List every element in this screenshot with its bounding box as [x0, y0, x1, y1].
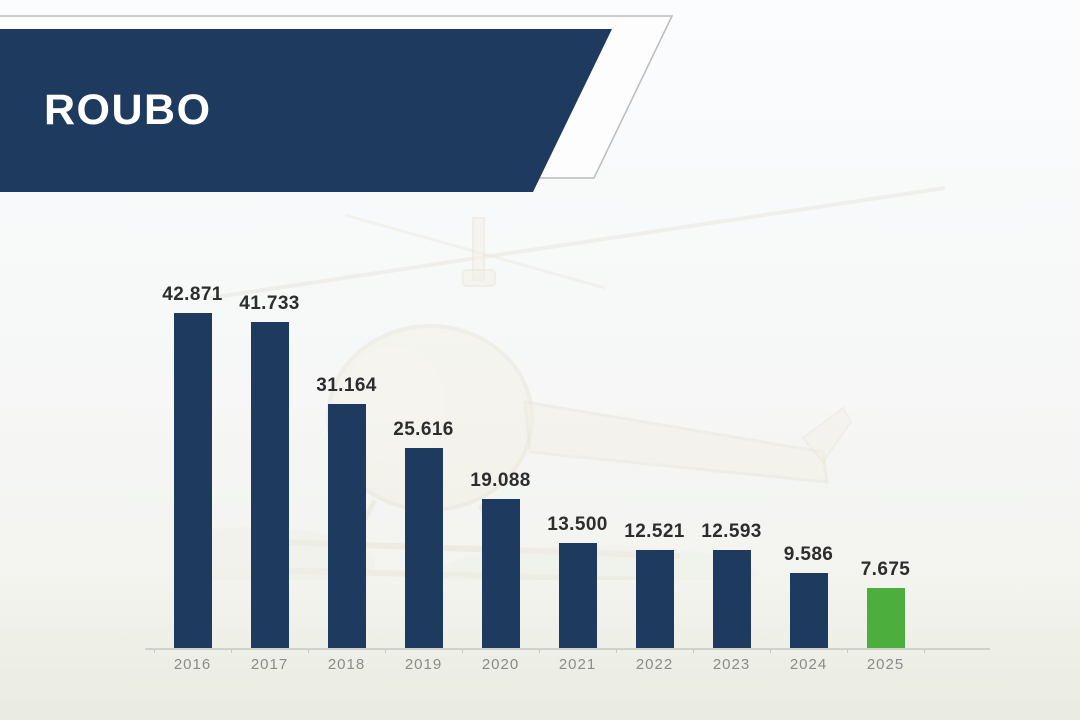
x-axis-label: 2020: [481, 656, 520, 673]
x-axis-label: 2024: [789, 656, 828, 673]
chart-bar-group: 19.088 2020: [462, 470, 539, 673]
bar-value-label: 7.675: [860, 559, 911, 580]
chart-bar-group: 41.733 2017: [231, 293, 308, 673]
chart-bar-group: 31.164 2018: [308, 375, 385, 673]
chart-bar: [481, 499, 520, 648]
bar-value-label: 41.733: [239, 293, 300, 314]
x-axis-tick: [693, 649, 694, 653]
chart-bar-group: 13.500 2021: [539, 514, 616, 673]
chart-bar: [558, 543, 597, 648]
chart-bar-group: 7.675 2025: [847, 559, 924, 673]
x-axis-tick: [462, 649, 463, 653]
chart-bar: [712, 550, 751, 648]
x-axis-label: 2025: [866, 656, 905, 673]
bar-value-label: 13.500: [547, 514, 608, 535]
x-axis-tick: [385, 649, 386, 653]
chart-bar: [327, 404, 366, 648]
x-axis-label: 2017: [250, 656, 289, 673]
x-axis-tick: [770, 649, 771, 653]
x-axis-tick: [924, 649, 925, 653]
x-axis-tick: [154, 649, 155, 653]
chart-bar: [250, 322, 289, 648]
bar-value-label: 25.616: [393, 419, 454, 440]
x-axis-label: 2022: [635, 656, 674, 673]
chart-bar-group: 25.616 2019: [385, 419, 462, 673]
chart-bar-group: 42.871 2016: [154, 284, 231, 673]
x-axis-tick: [616, 649, 617, 653]
x-axis-tick: [231, 649, 232, 653]
page-title: ROUBO: [44, 86, 212, 134]
x-axis-tick: [308, 649, 309, 653]
x-axis-tick: [539, 649, 540, 653]
chart-bar-highlight: [866, 588, 905, 648]
chart-bar: [789, 573, 828, 648]
chart-bar: [404, 448, 443, 648]
bar-value-label: 12.521: [624, 521, 685, 542]
bar-value-label: 42.871: [162, 284, 223, 305]
header-banner: [0, 15, 674, 192]
bar-value-label: 9.586: [783, 544, 834, 565]
x-axis-label: 2018: [327, 656, 366, 673]
bar-value-label: 19.088: [470, 470, 531, 491]
x-axis-label: 2021: [558, 656, 597, 673]
chart-bar: [635, 550, 674, 648]
x-axis-label: 2023: [712, 656, 751, 673]
bar-value-label: 31.164: [316, 375, 377, 396]
chart-bar-group: 12.521 2022: [616, 521, 693, 673]
x-axis-tick: [847, 649, 848, 653]
chart-bar: [173, 313, 212, 648]
bar-value-label: 12.593: [701, 521, 762, 542]
chart-bar-group: 12.593 2023: [693, 521, 770, 673]
x-axis-label: 2016: [173, 656, 212, 673]
banner-shape: [0, 29, 612, 192]
x-axis-line: [145, 648, 990, 650]
x-axis-label: 2019: [404, 656, 443, 673]
chart-bar-group: 9.586 2024: [770, 544, 847, 673]
